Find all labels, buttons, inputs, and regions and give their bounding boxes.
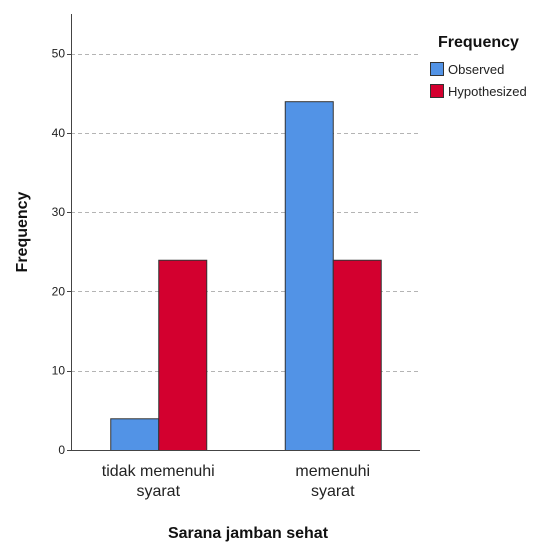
legend-swatch-hypothesized: [430, 84, 444, 98]
legend-swatch-observed: [430, 62, 444, 76]
y-tick-label: 0: [58, 443, 65, 457]
x-axis-title: Sarana jamban sehat: [168, 525, 329, 542]
x-tick-label: syarat: [136, 483, 180, 500]
y-tick-label: 40: [52, 126, 66, 140]
bar-hypothesized-1: [332, 259, 382, 451]
x-tick-label: syarat: [311, 483, 355, 500]
y-tick-label: 10: [52, 364, 66, 378]
legend-label-observed: Observed: [448, 62, 504, 77]
x-tick-labels: tidak memenuhi syarat memenuhi syarat: [102, 463, 370, 500]
legend: Frequency Observed Hypothesized: [430, 34, 527, 99]
y-tick-label: 20: [52, 284, 66, 298]
legend-title: Frequency: [438, 34, 519, 51]
bars: [110, 101, 382, 452]
y-axis-title: Frequency: [14, 191, 31, 272]
bar-observed-1: [284, 101, 334, 451]
x-tick-label: tidak memenuhi: [102, 463, 215, 480]
y-tick-label: 50: [52, 47, 66, 61]
bar-observed-0: [110, 418, 160, 452]
y-tick-label: 30: [52, 205, 66, 219]
legend-label-hypothesized: Hypothesized: [448, 84, 527, 99]
x-tick-label: memenuhi: [295, 463, 370, 480]
axes: [67, 14, 420, 451]
y-tick-labels: 0 10 20 30 40 50: [52, 47, 66, 457]
bar-hypothesized-0: [158, 259, 208, 451]
